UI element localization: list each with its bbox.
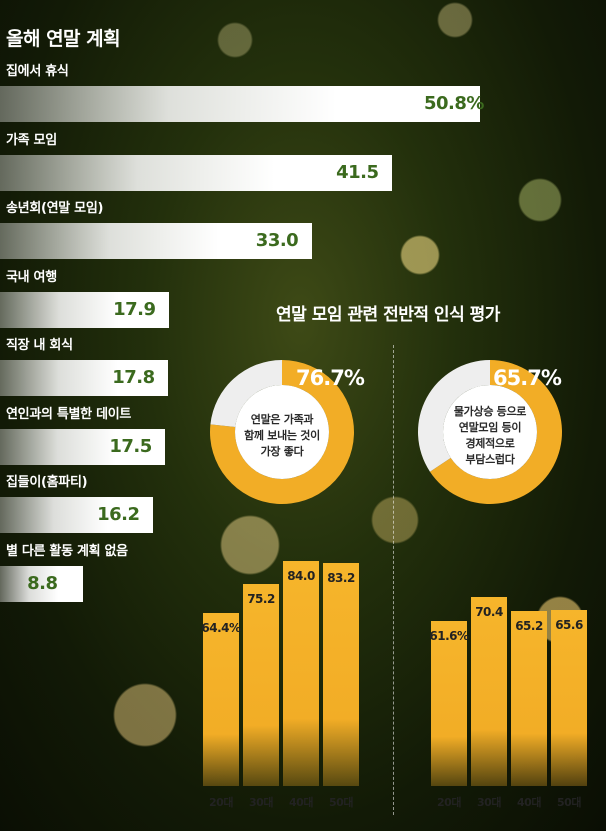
bar bbox=[511, 611, 547, 786]
bar-category-label: 국내 여행 bbox=[6, 269, 57, 285]
bar bbox=[471, 597, 507, 786]
bar-value-label: 17.9 bbox=[113, 298, 156, 320]
bar bbox=[0, 360, 169, 396]
bar-value-label: 84.0 bbox=[287, 568, 315, 583]
bar-category-label: 집에서 휴식 bbox=[6, 64, 69, 79]
bar bbox=[0, 154, 393, 191]
donut-label-line: 가장 좋다 bbox=[260, 445, 304, 458]
donut-hole bbox=[443, 385, 537, 479]
bar bbox=[323, 563, 359, 786]
section-divider bbox=[393, 345, 394, 815]
bar-value-label: 61.6% bbox=[429, 628, 469, 643]
donut-chart bbox=[418, 360, 562, 504]
bar bbox=[0, 291, 170, 328]
bar bbox=[283, 560, 319, 786]
donut-label-line: 연말은 가족과 bbox=[250, 413, 314, 426]
donut-label-line: 부담스럽다 bbox=[465, 453, 515, 466]
bar-value-label: 64.4% bbox=[201, 621, 241, 636]
bar-value-label: 70.4 bbox=[475, 605, 503, 620]
bar bbox=[203, 613, 239, 786]
bar-category-label: 별 다른 활동 계획 없음 bbox=[6, 543, 128, 559]
bar-value-label: 75.2 bbox=[247, 592, 275, 607]
bar-value-label: 16.2 bbox=[97, 504, 140, 525]
donut-slice-agree bbox=[210, 360, 354, 504]
donut-chart bbox=[210, 360, 354, 504]
bar-category-label: 연인과의 특별한 데이트 bbox=[6, 406, 132, 422]
donut-value-label: 76.7% bbox=[296, 366, 365, 390]
donut-label-line: 연말모임 등이 bbox=[458, 421, 522, 434]
donut-slice-agree bbox=[429, 360, 562, 504]
bar-value-label: 65.6 bbox=[555, 618, 583, 633]
chart-title: 올해 연말 계획 bbox=[6, 28, 121, 50]
bar bbox=[0, 497, 154, 533]
bar bbox=[551, 610, 587, 786]
bar-category-label: 30대 bbox=[477, 796, 501, 809]
bar-value-label: 33.0 bbox=[255, 230, 299, 251]
donut-slice-rest bbox=[210, 360, 282, 427]
bar-category-label: 가족 모임 bbox=[6, 132, 57, 148]
bar-value-label: 17.5 bbox=[109, 435, 152, 457]
bar-category-label: 40대 bbox=[517, 796, 541, 809]
section-title: 연말 모임 관련 전반적 인식 평가 bbox=[276, 305, 500, 325]
bar-category-label: 50대 bbox=[557, 796, 581, 809]
donut-hole bbox=[235, 385, 329, 479]
bar-value-label: 83.2 bbox=[327, 571, 355, 586]
bar bbox=[0, 86, 480, 122]
bar bbox=[0, 223, 312, 259]
bar-category-label: 직장 내 회식 bbox=[6, 338, 73, 353]
bar-category-label: 송년회(연말 모임) bbox=[6, 201, 104, 216]
bar-category-label: 40대 bbox=[289, 796, 313, 809]
bar bbox=[431, 620, 467, 786]
bar-category-label: 20대 bbox=[209, 796, 233, 809]
donut-label-line: 경제적으로 bbox=[465, 437, 515, 450]
donut-label-line: 함께 보내는 것이 bbox=[244, 429, 320, 442]
bar bbox=[0, 428, 166, 465]
bar-category-label: 집들이(홈파티) bbox=[6, 475, 88, 490]
bar bbox=[243, 584, 279, 786]
bar-value-label: 17.8 bbox=[112, 367, 155, 388]
donut-value-label: 65.7% bbox=[493, 366, 562, 390]
donut-slice-rest bbox=[418, 360, 490, 472]
bar-value-label: 41.5 bbox=[336, 161, 379, 183]
bar bbox=[0, 565, 84, 602]
bar-value-label: 65.2 bbox=[515, 619, 543, 634]
bar-value-label: 8.8 bbox=[27, 572, 58, 594]
bar-value-label: 50.8% bbox=[424, 93, 484, 114]
donut-label-line: 물가상승 등으로 bbox=[453, 405, 527, 418]
bar-category-label: 30대 bbox=[249, 796, 273, 809]
bar-category-label: 20대 bbox=[437, 796, 461, 809]
bar-category-label: 50대 bbox=[329, 796, 353, 809]
